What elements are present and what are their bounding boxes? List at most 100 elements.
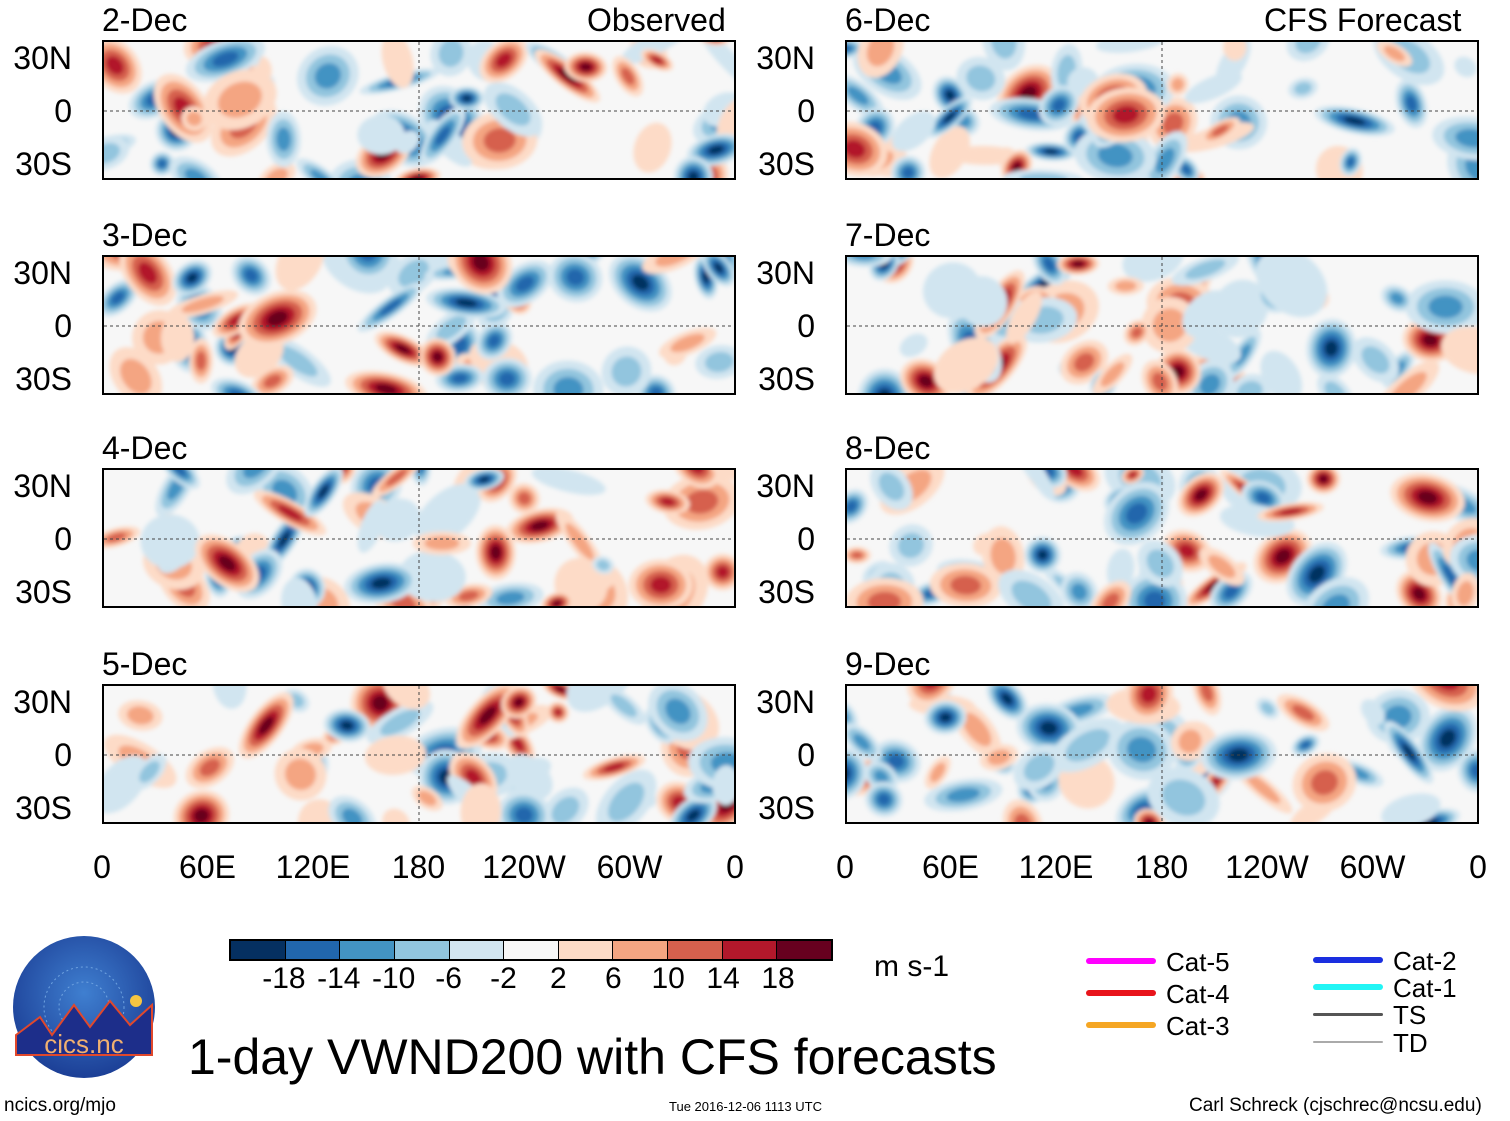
wind-anomaly-contour xyxy=(987,749,1011,766)
figure-title: 1-day VWND200 with CFS forecasts xyxy=(188,1029,997,1085)
wind-anomaly-contour xyxy=(104,755,149,814)
wind-anomaly-contour xyxy=(1072,260,1084,267)
legend-line-td xyxy=(1313,1041,1383,1043)
wind-anomaly-contour xyxy=(435,126,451,146)
wind-anomaly-contour xyxy=(1106,548,1135,591)
wind-anomaly-contour xyxy=(382,686,431,710)
wind-anomaly-contour xyxy=(1412,587,1426,601)
wind-anomaly-contour xyxy=(1421,819,1439,822)
wind-anomaly-contour xyxy=(498,372,516,386)
colorbar-label: -18 xyxy=(262,962,306,995)
wind-anomaly-contour xyxy=(495,93,531,126)
wind-anomaly-contour xyxy=(1343,116,1366,126)
wind-anomaly-contour xyxy=(1155,147,1175,173)
wind-anomaly-contour xyxy=(352,257,384,268)
wind-anomaly-contour xyxy=(379,298,402,316)
lat-label: 30S xyxy=(15,790,72,826)
legend-label: TD xyxy=(1393,1028,1428,1058)
wind-anomaly-contour xyxy=(1466,549,1477,572)
wind-anomaly-contour xyxy=(703,92,734,128)
wind-anomaly-contour xyxy=(1390,292,1404,305)
wind-anomaly-contour xyxy=(878,472,905,501)
lat-label: 0 xyxy=(54,93,72,129)
wind-anomaly-contour xyxy=(982,42,1026,71)
wind-anomaly-contour xyxy=(1260,702,1275,715)
wind-anomaly-contour xyxy=(1424,686,1468,698)
wind-anomaly-contour xyxy=(314,63,342,89)
wind-anomaly-contour xyxy=(531,470,606,495)
wind-anomaly-contour xyxy=(698,42,734,90)
wind-anomaly-contour xyxy=(555,686,566,693)
wind-anomaly-contour xyxy=(651,56,663,64)
legend-line-cat-5 xyxy=(1086,958,1156,964)
wind-anomaly-contour xyxy=(454,337,468,354)
wind-anomaly-contour xyxy=(284,758,316,791)
wind-anomaly-contour xyxy=(1037,549,1048,560)
wind-anomaly-contour xyxy=(1466,758,1477,783)
panel-date: 9-Dec xyxy=(845,646,931,682)
lon-label: 120E xyxy=(1018,849,1094,885)
wind-anomaly-contour xyxy=(424,536,460,551)
colorbar-label: -14 xyxy=(317,962,361,995)
wind-anomaly-contour xyxy=(688,171,699,178)
wind-anomaly-contour xyxy=(212,686,247,709)
wind-anomaly-contour xyxy=(1200,686,1213,702)
wind-anomaly-contour xyxy=(1295,42,1322,54)
legend-label: Cat-4 xyxy=(1166,979,1230,1009)
panel-date: 6-Dec xyxy=(845,2,931,38)
footer-left[interactable]: ncics.org/mjo xyxy=(4,1095,116,1116)
wind-anomaly-contour xyxy=(847,43,856,55)
wind-anomaly-contour xyxy=(277,505,303,521)
wind-anomaly-contour xyxy=(1019,173,1068,178)
wind-anomaly-contour xyxy=(310,169,331,178)
wind-anomaly-contour xyxy=(686,809,700,822)
colorbar-label: 6 xyxy=(604,962,622,995)
legend-label: Cat-2 xyxy=(1393,946,1457,976)
legend-line-cat-1 xyxy=(1313,984,1383,990)
wind-anomaly-contour xyxy=(1178,729,1202,754)
wind-anomaly-contour xyxy=(554,708,562,716)
wind-anomaly-contour xyxy=(1152,308,1187,342)
wind-anomaly-contour xyxy=(1131,327,1143,339)
wind-anomaly-contour xyxy=(1129,471,1137,478)
wind-anomaly-contour xyxy=(479,706,497,725)
wind-anomaly-contour xyxy=(381,42,414,88)
wind-anomaly-contour xyxy=(631,274,649,291)
wind-anomaly-contour xyxy=(380,709,420,736)
colorbar-label: 14 xyxy=(706,962,740,995)
wind-anomaly-contour xyxy=(945,90,955,101)
wind-anomaly-contour xyxy=(847,500,857,513)
wind-anomaly-contour xyxy=(1065,729,1110,762)
wind-anomaly-contour xyxy=(140,514,200,569)
lat-label: 30S xyxy=(758,361,815,397)
lon-label: 0 xyxy=(1469,849,1487,885)
wind-anomaly-contour xyxy=(371,577,392,589)
map-panel xyxy=(845,684,1479,824)
wind-anomaly-contour xyxy=(851,257,876,261)
wind-anomaly-contour xyxy=(650,576,672,594)
colorbar-swatch xyxy=(722,941,778,959)
wind-anomaly-contour xyxy=(551,796,580,822)
wind-anomaly-contour xyxy=(1260,350,1303,393)
wind-anomaly-contour xyxy=(872,383,897,393)
wind-anomaly-contour xyxy=(398,259,429,288)
wind-anomaly-contour xyxy=(621,67,635,85)
wind-anomaly-contour xyxy=(490,544,502,560)
wind-anomaly-contour xyxy=(990,538,1016,574)
wind-anomaly-contour xyxy=(603,763,625,772)
wind-anomaly-contour xyxy=(139,760,160,783)
wind-anomaly-contour xyxy=(1454,56,1477,78)
wind-anomaly-contour xyxy=(496,591,525,605)
wind-anomaly-contour xyxy=(665,698,691,725)
wind-anomaly-contour xyxy=(505,754,553,800)
legend-line-ts xyxy=(1313,1012,1383,1016)
lat-label: 0 xyxy=(797,93,815,129)
wind-anomaly-contour xyxy=(514,806,533,822)
wind-anomaly-contour xyxy=(1324,340,1338,357)
legend-label: Cat-5 xyxy=(1166,947,1230,977)
wind-anomaly-contour xyxy=(566,268,585,286)
wind-anomaly-contour xyxy=(607,782,645,822)
lat-label: 30N xyxy=(13,468,72,504)
wind-anomaly-contour xyxy=(649,387,663,393)
wind-anomaly-contour xyxy=(158,159,167,168)
